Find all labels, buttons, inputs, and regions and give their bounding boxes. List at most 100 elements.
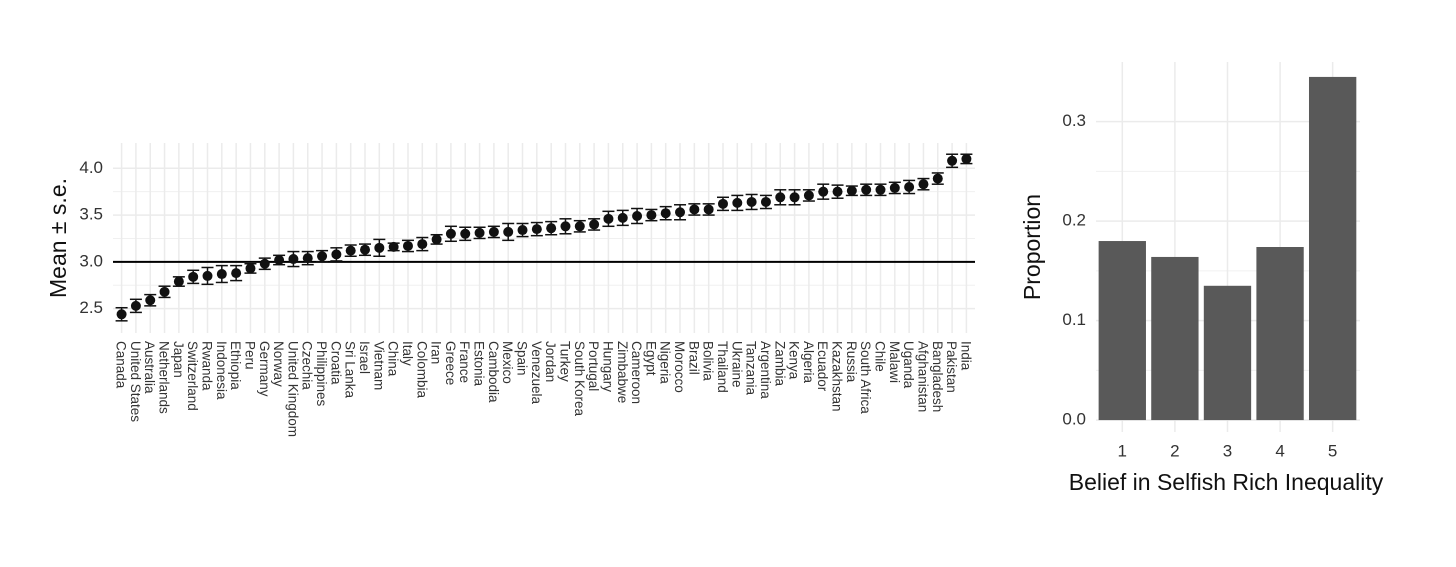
y-tick-label: 0.3 <box>1062 111 1086 130</box>
point <box>660 208 671 219</box>
category-label: Portugal <box>586 341 601 391</box>
point <box>646 210 657 221</box>
category-label: Germany <box>257 341 272 397</box>
category-label: Spain <box>515 341 530 376</box>
category-label: Iran <box>429 341 444 364</box>
point <box>861 184 872 195</box>
point <box>846 185 857 196</box>
x-tick-label: 5 <box>1328 441 1337 460</box>
point <box>632 211 643 222</box>
point <box>360 244 371 255</box>
point <box>245 263 256 274</box>
point <box>746 196 757 207</box>
point <box>589 219 600 230</box>
point <box>259 258 270 269</box>
category-label: Netherlands <box>157 341 172 414</box>
category-label: Mexico <box>500 341 515 384</box>
category-label: Argentina <box>758 341 773 399</box>
category-label: Malawi <box>887 341 902 383</box>
point <box>689 204 700 215</box>
y-tick-label: 0.2 <box>1062 211 1086 230</box>
point <box>789 192 800 203</box>
category-label: Kazakhstan <box>830 341 845 412</box>
point <box>560 221 571 232</box>
category-label: Hungary <box>600 341 615 392</box>
point <box>947 155 958 166</box>
point <box>904 181 915 192</box>
category-label: Nigeria <box>658 341 673 384</box>
y-axis-title: Mean ± s.e. <box>45 178 71 298</box>
category-label: Ecuador <box>815 341 830 392</box>
category-label: Colombia <box>414 341 429 399</box>
point <box>345 245 356 256</box>
point <box>703 204 714 215</box>
point <box>431 234 442 245</box>
category-label: Ethiopia <box>228 341 243 390</box>
y-axis-title: Proportion <box>1019 194 1045 300</box>
point <box>531 224 542 235</box>
category-label: Vietnam <box>371 341 386 390</box>
category-label: Pakistan <box>944 341 959 393</box>
category-label: Cameroon <box>629 341 644 404</box>
category-label: Tanzania <box>744 341 759 396</box>
point <box>818 186 829 197</box>
category-label: Bangladesh <box>930 341 945 412</box>
x-tick-label: 4 <box>1275 441 1284 460</box>
point <box>116 309 127 320</box>
category-label: China <box>386 341 401 377</box>
point <box>445 228 456 239</box>
category-label: Norway <box>271 341 286 387</box>
point <box>130 300 141 311</box>
point <box>889 182 900 193</box>
point <box>517 225 528 236</box>
point <box>574 221 585 232</box>
point <box>918 179 929 190</box>
category-label: Uganda <box>901 341 916 389</box>
category-label: Afghanistan <box>915 341 930 412</box>
category-label: Sri Lanka <box>343 341 358 399</box>
x-axis-title: Belief in Selfish Rich Inequality <box>1069 469 1384 495</box>
bar <box>1308 76 1357 421</box>
category-label: Australia <box>142 341 157 394</box>
category-label: Ukraine <box>729 341 744 388</box>
y-tick-label: 2.5 <box>79 298 103 317</box>
bar <box>1098 241 1146 421</box>
category-label: Zambia <box>772 341 787 387</box>
x-tick-label: 1 <box>1118 441 1127 460</box>
point <box>488 226 499 237</box>
point <box>402 240 413 251</box>
category-label: Russia <box>844 341 859 383</box>
category-label: Jordan <box>543 341 558 382</box>
category-label: Greece <box>443 341 458 385</box>
y-tick-label: 3.0 <box>79 251 103 270</box>
category-label: South Korea <box>572 341 587 417</box>
category-label: Kenya <box>787 341 802 380</box>
category-label: Egypt <box>643 341 658 376</box>
point <box>216 269 227 280</box>
point <box>961 153 972 164</box>
category-label: United Kingdom <box>285 341 300 437</box>
point <box>717 198 728 209</box>
category-label: Zimbabwe <box>615 341 630 403</box>
point <box>546 223 557 234</box>
category-label: Venezuela <box>529 341 544 405</box>
point <box>760 196 771 207</box>
category-label: Italy <box>400 341 415 366</box>
category-label: Morocco <box>672 341 687 393</box>
point <box>775 192 786 203</box>
category-label: Canada <box>114 341 129 389</box>
category-label: United States <box>128 341 143 422</box>
point <box>803 190 814 201</box>
bar <box>1151 256 1199 421</box>
point <box>732 197 743 208</box>
point <box>875 184 886 195</box>
point <box>675 207 686 218</box>
point <box>617 212 628 223</box>
category-label: Switzerland <box>185 341 200 411</box>
category-label: Turkey <box>557 341 572 382</box>
category-label: France <box>457 341 472 383</box>
point <box>159 286 170 297</box>
category-label: Czechia <box>300 341 315 390</box>
point <box>302 253 313 264</box>
point <box>173 276 184 287</box>
